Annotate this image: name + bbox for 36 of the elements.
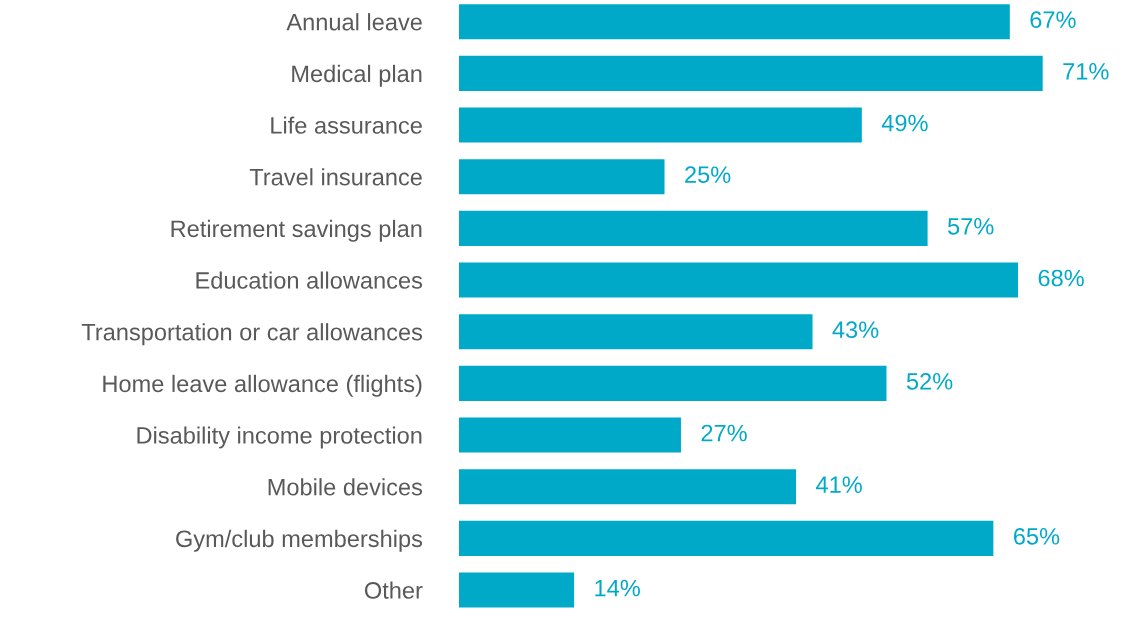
bar [459,572,575,608]
bar [459,210,928,246]
bar [459,4,1010,40]
data-label: 14% [595,579,640,597]
y-tick-label: Home leave allowance (flights) [103,374,422,397]
y-tick-label: Annual leave [286,13,422,31]
data-label: 27% [701,424,747,442]
bar [459,159,665,195]
y-tick-label: Medical plan [292,64,422,87]
bar [459,314,813,350]
bar [459,262,1019,298]
y-tick-label: Education allowances [196,271,423,289]
data-label: 49% [881,114,928,132]
bar [459,55,1043,91]
data-label: 57% [947,218,994,235]
y-tick-label: Other [364,581,423,599]
bar [459,417,681,453]
data-label: 67% [1030,11,1076,29]
data-label: 43% [832,321,879,339]
y-tick-label: Transportation or car allowances [81,323,423,346]
y-tick-label: Disability income protection [137,426,422,449]
bar [459,520,994,556]
data-label: 52% [906,372,953,390]
y-tick-label: Gym/club memberships [176,529,423,552]
data-label: 25% [685,166,731,184]
bar [459,365,887,401]
y-tick-label: Life assurance [271,116,422,134]
data-label: 65% [1014,527,1060,545]
bar [459,469,797,505]
y-tick-label: Retirement savings plan [171,219,422,242]
y-tick-label: Travel insurance [249,168,422,186]
bar [459,107,862,143]
y-tick-label: Mobile devices [268,478,423,496]
data-label: 41% [816,476,862,493]
data-label: 71% [1063,63,1109,80]
data-label: 68% [1038,269,1084,287]
